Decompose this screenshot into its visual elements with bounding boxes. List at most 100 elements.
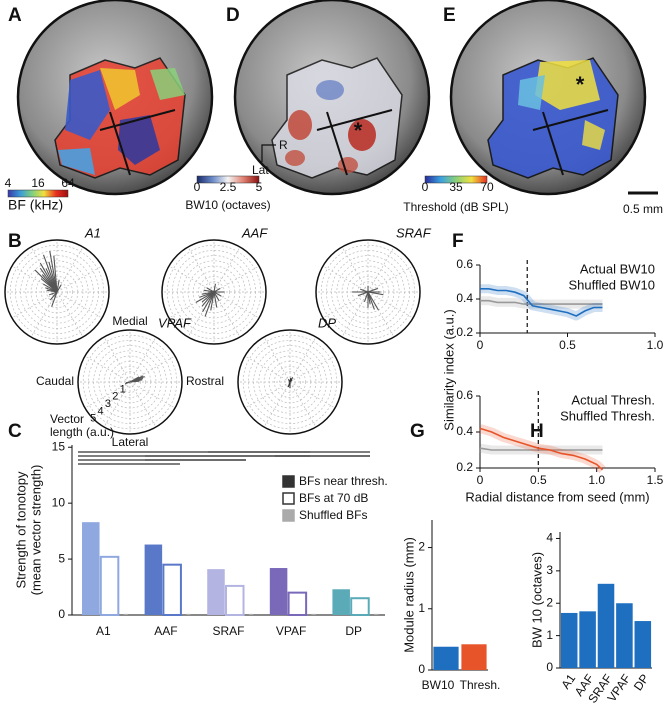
- bar: [311, 613, 316, 615]
- y-tick-label: 2: [418, 540, 425, 554]
- panel-label: B: [8, 231, 22, 252]
- polar-spoke: [341, 291, 369, 338]
- vector: [56, 279, 60, 293]
- panel-label: D: [226, 5, 240, 26]
- y-axis-label: BW 10 (octaves): [529, 552, 544, 648]
- y-axis-label: Similarity index (a.u.): [441, 309, 456, 430]
- polar-spoke: [322, 291, 369, 319]
- bar: [82, 522, 100, 615]
- panel-label: H: [530, 421, 544, 442]
- map-panel-a: [16, 0, 214, 196]
- bar: [433, 646, 459, 670]
- vector: [213, 291, 218, 308]
- y-tick-label: 0.6: [456, 388, 473, 402]
- direction-label: Rostral: [186, 374, 224, 388]
- polar-frame: [237, 329, 343, 435]
- polar-ring: [119, 371, 141, 393]
- bar: [332, 589, 350, 615]
- colorbar-label: Threshold (dB SPL): [403, 200, 508, 214]
- y-tick-label: 3: [546, 563, 553, 577]
- vector: [204, 291, 215, 317]
- polar-ring: [320, 244, 416, 340]
- colorbar: [196, 175, 260, 184]
- colorbar-label: BW10 (octaves): [185, 198, 270, 212]
- series-line: [479, 427, 604, 471]
- series-line: [480, 299, 603, 305]
- polar-spoke: [213, 246, 241, 293]
- x-tick-label: DP: [631, 672, 652, 694]
- x-tick-label: 1.0: [588, 473, 605, 487]
- polar-spoke: [367, 246, 395, 293]
- colorbar-label: BF (kHz): [8, 197, 63, 213]
- vector: [359, 288, 369, 293]
- bar: [224, 584, 245, 617]
- x-tick-label: 0: [477, 338, 484, 352]
- y-axis-label: (mean vector strength): [28, 465, 43, 596]
- polar-spoke: [56, 246, 84, 293]
- vector: [195, 291, 215, 303]
- vector: [201, 291, 215, 295]
- y-tick-label: 0.6: [456, 257, 473, 271]
- colorbar-tick-label: 70: [480, 180, 494, 194]
- colorbar: [7, 189, 69, 198]
- bar: [374, 613, 379, 615]
- r-tick-label: 3: [105, 398, 111, 410]
- legend-label: Actual BW10: [580, 261, 655, 276]
- polar-ring: [9, 244, 105, 340]
- polar-spoke: [129, 381, 176, 409]
- x-tick-label: SRAF: [212, 624, 244, 638]
- polar-spoke: [56, 291, 103, 319]
- direction-label: Lateral: [112, 435, 149, 449]
- colorbar-tick-label: 64: [61, 176, 75, 190]
- legend-label: BFs at 70 dB: [299, 491, 368, 505]
- polar-ring: [203, 281, 225, 303]
- polar-spoke: [103, 381, 131, 428]
- vector: [213, 287, 221, 293]
- x-tick-label: BW10: [422, 678, 455, 692]
- y-axis-label: Module radius (mm): [401, 537, 416, 653]
- x-axis-label: Radial distance from seed (mm): [465, 489, 649, 504]
- polar-title: VPAF: [158, 315, 192, 330]
- direction-label: Caudal: [36, 374, 74, 388]
- y-tick-label: 2: [546, 595, 553, 609]
- polar-ring: [41, 276, 73, 308]
- y-tick-label: 0.4: [456, 424, 473, 438]
- bar: [99, 555, 120, 616]
- colorbar-tick-label: 16: [31, 176, 45, 190]
- vector: [363, 291, 369, 302]
- map-panel-e: [449, 0, 647, 196]
- vector: [40, 278, 58, 293]
- polar-ring: [98, 350, 162, 414]
- vector: [56, 284, 62, 293]
- polar-ring: [166, 244, 262, 340]
- colorbar-tick-label: 0: [422, 180, 429, 194]
- series-line: [480, 288, 603, 317]
- bar: [461, 644, 487, 670]
- bar: [162, 563, 182, 617]
- bar: [269, 568, 288, 615]
- legend-label: BFs near thresh.: [299, 474, 388, 488]
- bar: [634, 621, 652, 668]
- polar-spoke: [213, 265, 260, 293]
- vector: [213, 291, 222, 297]
- bar: [616, 603, 633, 668]
- polar-ring: [114, 366, 146, 398]
- direction-label: Medial: [112, 314, 147, 328]
- r-tick-label: 1: [120, 383, 126, 395]
- vector: [358, 291, 369, 297]
- y-tick-label: 0.2: [456, 325, 473, 339]
- y-tick-label: 0: [58, 607, 65, 621]
- x-tick-label: 1.0: [647, 338, 664, 352]
- vector: [206, 287, 215, 293]
- annotation: *: [354, 118, 363, 143]
- polar-ring: [336, 260, 400, 324]
- polar-frame: [4, 239, 110, 345]
- polar-spoke: [289, 381, 336, 409]
- polar-spoke: [263, 336, 291, 383]
- panel-label: A: [8, 5, 22, 26]
- polar-ring: [258, 350, 322, 414]
- significance-lines: [78, 451, 370, 465]
- y-tick-label: 4: [546, 531, 553, 545]
- panel-label: F: [452, 231, 464, 252]
